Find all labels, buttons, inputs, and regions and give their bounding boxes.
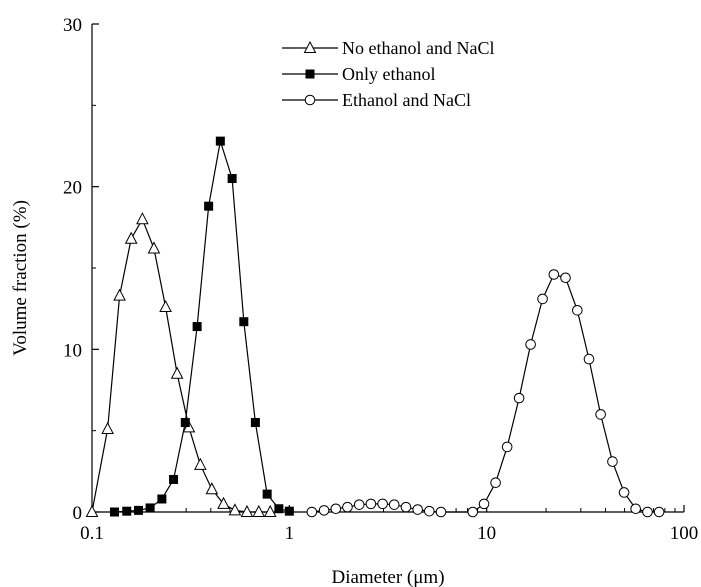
legend: No ethanol and NaCl Only ethanol Ethanol a… — [282, 38, 494, 110]
legend-marker — [305, 69, 315, 79]
y-tick-label: 20 — [63, 178, 82, 199]
data-point — [215, 136, 225, 146]
data-point — [262, 489, 272, 499]
data-point — [306, 506, 318, 518]
data-point — [124, 231, 138, 244]
data-point — [490, 477, 501, 489]
data-point — [169, 474, 179, 484]
x-tick-label: 0.1 — [80, 523, 104, 544]
data-point — [180, 418, 190, 428]
legend-item: No ethanol and NaCl — [282, 38, 494, 58]
legend-item: Only ethanol — [282, 64, 435, 84]
data-point — [501, 441, 513, 453]
data-point — [252, 504, 266, 517]
data-point — [205, 482, 219, 495]
series-line — [91, 217, 271, 513]
data-point — [642, 506, 653, 518]
data-point — [263, 504, 277, 517]
legend-item: Ethanol and NaCl — [282, 90, 471, 110]
data-point — [136, 212, 149, 225]
series-only-ethanol — [109, 136, 294, 517]
series-ethanol-and-nacl — [306, 269, 665, 518]
data-point — [239, 317, 249, 327]
data-point — [109, 507, 119, 517]
data-point — [467, 506, 479, 518]
y-axis-title: Volume fraction (%) — [10, 200, 31, 356]
data-point — [618, 487, 630, 498]
x-tick-label: 10 — [477, 523, 496, 544]
data-point — [157, 494, 167, 504]
legend-marker — [303, 40, 317, 53]
data-point — [377, 498, 388, 510]
data-point — [145, 503, 155, 513]
data-point — [250, 418, 260, 428]
data-point — [537, 293, 548, 305]
data-point — [240, 504, 254, 517]
data-point — [353, 499, 365, 510]
data-point — [330, 503, 342, 515]
y-tick-label: 30 — [63, 15, 82, 36]
data-point — [192, 322, 202, 332]
legend-label: Ethanol and NaCl — [342, 90, 471, 110]
data-point — [525, 339, 536, 350]
data-point — [572, 304, 583, 316]
x-axis-title: Diameter (μm) — [331, 567, 444, 587]
data-point — [122, 506, 132, 516]
data-point — [194, 457, 207, 470]
data-point — [147, 241, 161, 254]
data-point — [513, 392, 525, 404]
data-point — [318, 505, 330, 516]
series-layer — [85, 136, 665, 518]
data-point — [133, 505, 143, 515]
data-point — [159, 299, 172, 313]
data-point — [548, 269, 560, 280]
series-line — [114, 140, 290, 513]
series-line — [311, 273, 660, 513]
y-tick-label: 0 — [73, 503, 83, 524]
data-point — [204, 201, 214, 211]
data-point — [113, 288, 126, 301]
legend-marker — [304, 94, 316, 106]
data-point — [284, 506, 294, 516]
data-point — [607, 456, 618, 467]
data-point — [227, 174, 237, 184]
data-point — [583, 353, 595, 365]
data-point — [478, 498, 490, 510]
x-tick-label: 100 — [670, 523, 699, 544]
data-point — [653, 506, 665, 518]
legend-label: No ethanol and NaCl — [342, 38, 494, 58]
data-point — [365, 498, 377, 510]
data-point — [342, 501, 353, 513]
x-tick-label: 1 — [285, 523, 295, 544]
data-point — [170, 366, 184, 379]
data-point — [423, 505, 435, 517]
data-point — [101, 421, 114, 435]
data-point — [595, 409, 606, 420]
data-point — [388, 499, 400, 510]
data-point — [228, 503, 242, 516]
data-point — [630, 503, 641, 515]
data-point — [85, 504, 99, 517]
data-point — [435, 506, 447, 518]
y-tick-label: 10 — [63, 340, 82, 361]
legend-label: Only ethanol — [342, 64, 435, 84]
data-point — [217, 496, 230, 509]
series-no-ethanol-and-nacl — [85, 212, 277, 517]
data-point — [400, 501, 412, 513]
data-point — [560, 272, 571, 284]
data-point — [274, 504, 284, 514]
data-point — [412, 504, 423, 515]
